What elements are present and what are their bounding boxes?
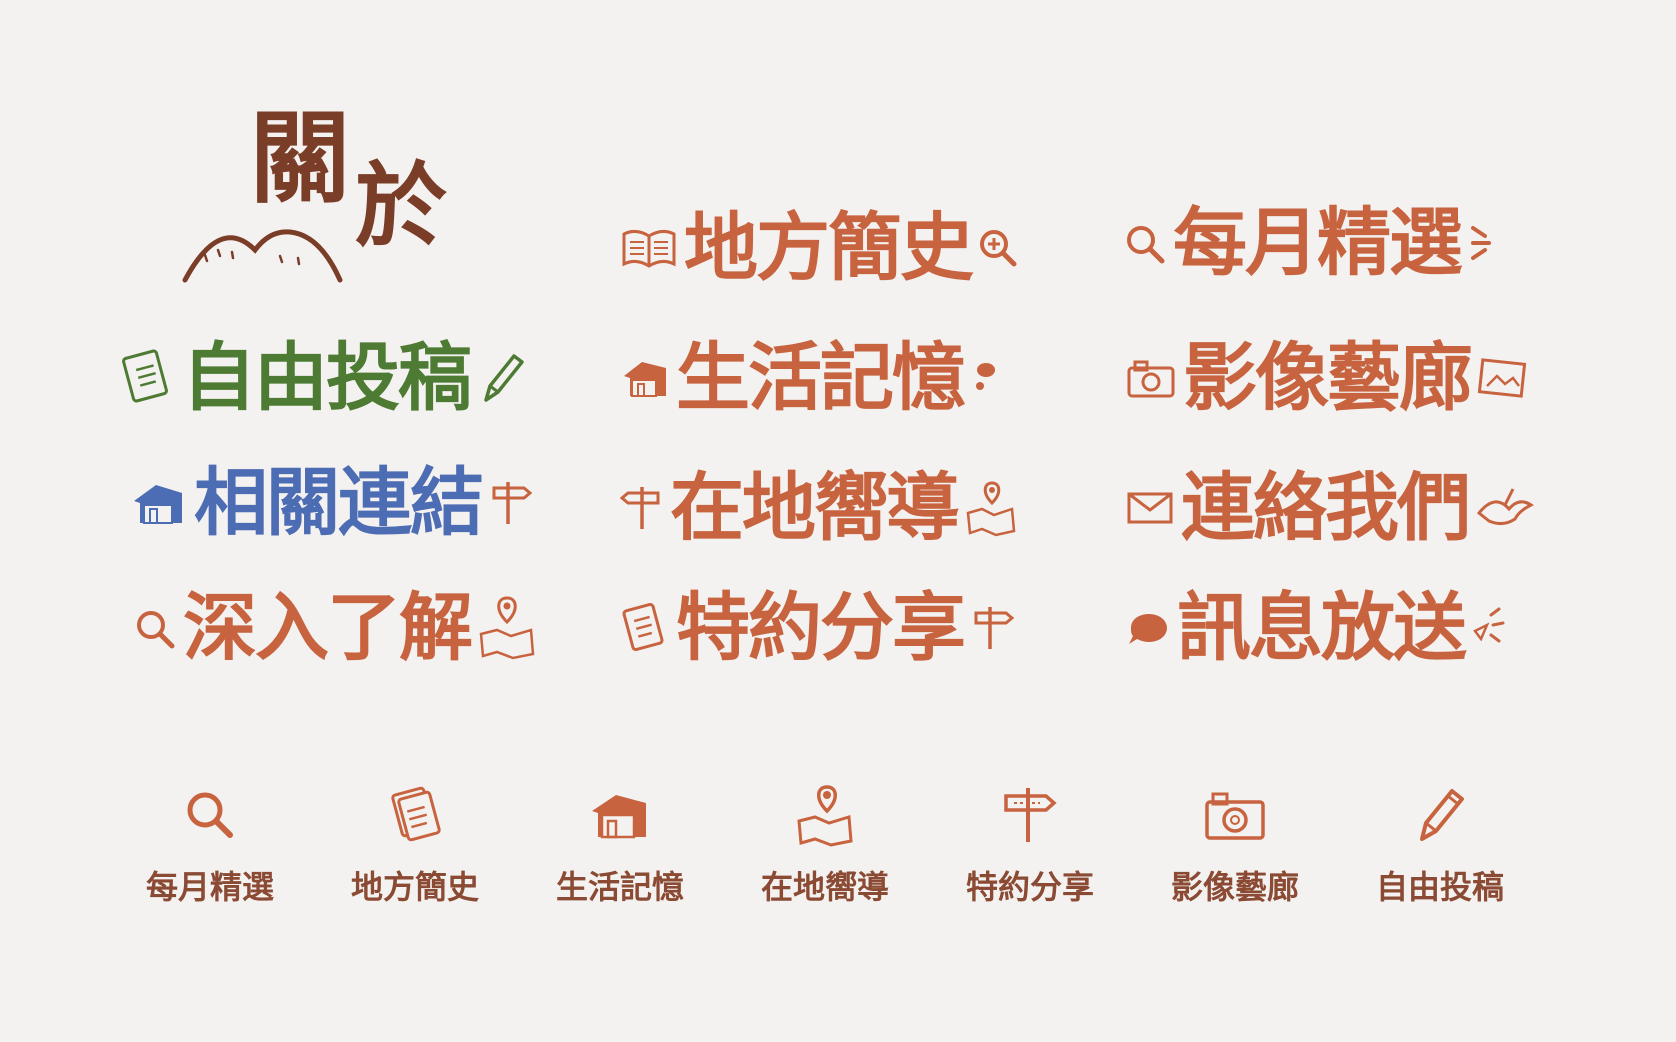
title-block: 關 於 xyxy=(180,100,490,290)
legend-item-local-history: 地方簡史 xyxy=(335,780,495,930)
label-special-share[interactable]: 特約分享 xyxy=(620,580,1014,676)
legend-label: 特約分享 xyxy=(965,868,1094,906)
label-life-memories[interactable]: 生活記憶 xyxy=(620,330,1000,426)
house-icon xyxy=(130,479,188,527)
legend-label: 地方簡史 xyxy=(350,868,479,906)
envelope-icon xyxy=(1125,488,1175,528)
label-image-gallery[interactable]: 影像藝廊 xyxy=(1125,330,1527,426)
label-text: 每月精選 xyxy=(1173,200,1463,286)
label-text: 在地嚮導 xyxy=(670,465,960,551)
search-icon xyxy=(135,605,177,651)
title-char-guan: 關 xyxy=(250,99,350,217)
legend-item-monthly-picks: 每月精選 xyxy=(130,780,290,930)
sparkle-icon xyxy=(1467,218,1497,268)
label-local-history[interactable]: 地方簡史 xyxy=(620,200,1018,296)
label-contact-us[interactable]: 連絡我們 xyxy=(1125,460,1535,556)
legend-label: 在地嚮導 xyxy=(760,868,889,906)
label-free-submission[interactable]: 自由投稿 xyxy=(120,330,524,426)
label-text: 地方簡史 xyxy=(684,205,974,291)
label-monthly-picks[interactable]: 每月精選 xyxy=(1125,195,1497,291)
map-pin-icon xyxy=(964,479,1018,537)
map-pin-icon xyxy=(745,780,905,850)
label-learn-more[interactable]: 深入了解 xyxy=(135,580,537,676)
camera-icon xyxy=(1125,356,1177,400)
title-char-yu: 於 xyxy=(355,152,448,260)
label-text: 特約分享 xyxy=(676,585,966,671)
legend-label: 生活記憶 xyxy=(555,868,684,906)
pencil-icon xyxy=(476,348,524,408)
signpost-icon xyxy=(950,780,1110,850)
signpost-icon xyxy=(970,603,1014,653)
signpost-icon xyxy=(620,483,664,533)
label-related-links[interactable]: 相關連結 xyxy=(130,455,532,551)
notepad-icon xyxy=(120,348,176,408)
label-local-guide[interactable]: 在地嚮導 xyxy=(620,460,1018,556)
camera-icon xyxy=(1155,780,1315,850)
bird-icon xyxy=(1475,483,1535,533)
legend-item-local-guide: 在地嚮導 xyxy=(745,780,905,930)
label-text: 自由投稿 xyxy=(182,335,472,421)
pencil-icon xyxy=(1360,780,1520,850)
notepad-icon xyxy=(620,601,670,655)
search-icon xyxy=(130,780,290,850)
mountains-icon xyxy=(180,210,360,294)
legend-item-life-memories: 生活記憶 xyxy=(540,780,700,930)
speech-bubble-icon xyxy=(970,358,1000,398)
label-news-broadcast[interactable]: 訊息放送 xyxy=(1125,580,1505,676)
map-pin-icon xyxy=(477,594,537,662)
label-text: 相關連結 xyxy=(194,460,484,546)
label-text: 深入了解 xyxy=(183,585,473,671)
legend-label: 每月精選 xyxy=(145,868,274,906)
legend-item-special-share: 特約分享 xyxy=(950,780,1110,930)
house-icon xyxy=(540,780,700,850)
notepad-icon xyxy=(335,780,495,850)
label-text: 影像藝廊 xyxy=(1183,335,1473,421)
label-text: 連絡我們 xyxy=(1181,465,1471,551)
label-text: 生活記憶 xyxy=(676,335,966,421)
label-text: 訊息放送 xyxy=(1177,585,1467,671)
legend-label: 自由投稿 xyxy=(1375,868,1504,906)
search-plus-icon xyxy=(978,226,1018,270)
sparkle-icon xyxy=(1471,603,1505,653)
speech-bubble-icon xyxy=(1125,608,1171,648)
search-icon xyxy=(1125,220,1167,266)
book-icon xyxy=(620,226,678,270)
house-icon xyxy=(620,356,670,400)
signpost-icon xyxy=(488,478,532,528)
legend-item-free-submission: 自由投稿 xyxy=(1360,780,1520,930)
legend-label: 影像藝廊 xyxy=(1170,868,1299,906)
picture-icon xyxy=(1477,356,1527,400)
legend-item-image-gallery: 影像藝廊 xyxy=(1155,780,1315,930)
